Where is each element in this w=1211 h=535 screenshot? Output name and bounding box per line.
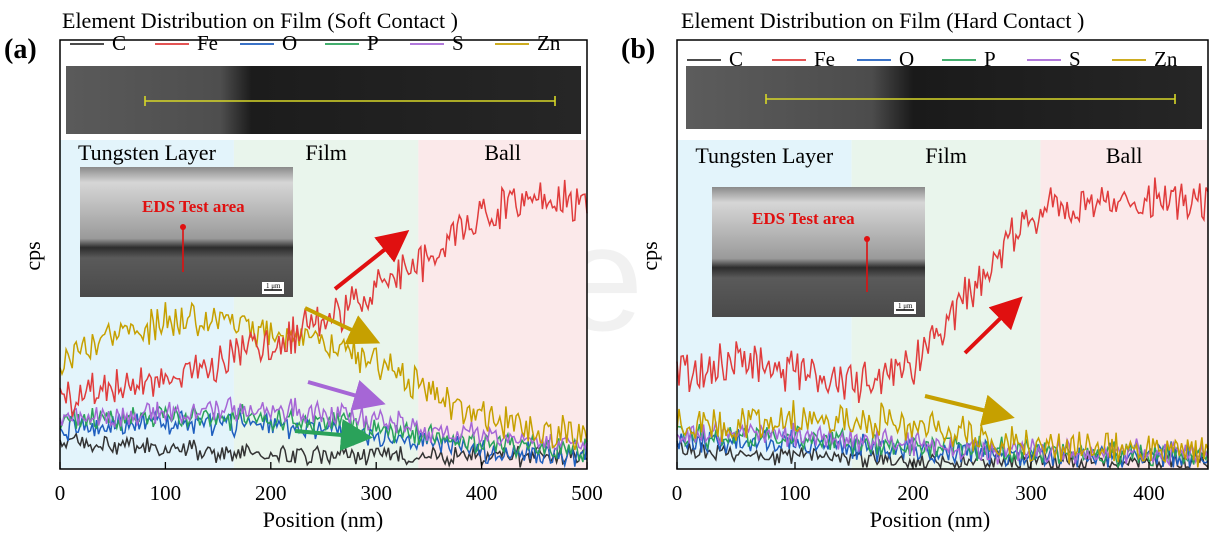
panel-b-legend-label-o: O xyxy=(899,47,914,71)
panel-b-tick-label-2: 200 xyxy=(897,481,929,505)
panel-b-inset-text: EDS Test area xyxy=(752,209,855,228)
panel-a-tick-label-1: 100 xyxy=(150,481,182,505)
panel-a-inset-text: EDS Test area xyxy=(142,197,245,216)
panel-b-legend-label-s: S xyxy=(1069,47,1081,71)
panel-b-series xyxy=(676,177,1209,471)
panel-b-region-label-0: Tungsten Layer xyxy=(695,143,834,168)
panel-b-x-ticks: 0 100 200 300 400 xyxy=(672,462,1165,505)
panel-a-series-s xyxy=(59,396,588,451)
panel-b-series-zn xyxy=(676,400,1209,468)
panel-b-xlabel: Position (nm) xyxy=(870,507,990,532)
panel-a-x-ticks: 0 100 200 300 400 500 xyxy=(55,462,603,505)
panel-b-legend-label-zn: Zn xyxy=(1154,47,1178,71)
panel-a-ylabel: cps xyxy=(20,241,45,270)
panel-b-series-c xyxy=(676,439,1209,471)
panel-b-series-fe xyxy=(676,177,1209,404)
panel-a-series-p xyxy=(59,403,588,463)
panel-b-frame xyxy=(676,39,1209,470)
panel-a-legend-label-c: C xyxy=(112,31,126,55)
panel-a-tick-label-3: 300 xyxy=(360,481,392,505)
panel-a-scale-box xyxy=(262,282,284,294)
panel-a-eds-point xyxy=(180,224,186,230)
panel-a-tick-label-4: 400 xyxy=(466,481,498,505)
panel-a-label: (a) xyxy=(4,34,37,65)
panel-b: Element Distribution on Film (Hard Conta… xyxy=(621,8,1209,532)
panel-b-scale-box xyxy=(894,302,916,314)
panel-b-eds-point xyxy=(864,236,870,242)
panel-b-tick-label-1: 100 xyxy=(779,481,811,505)
panel-a-series-c xyxy=(59,431,588,469)
panel-b-scale-text: 1 μm xyxy=(898,302,913,310)
panel-a-region-label-0: Tungsten Layer xyxy=(78,140,217,165)
panel-a-sem-strip xyxy=(66,66,581,134)
panel-b-legend-label-p: P xyxy=(984,47,996,71)
panel-a-title: Element Distribution on Film (Soft Conta… xyxy=(62,8,458,33)
panel-a-frame xyxy=(59,39,588,470)
panel-a-legend: C Fe O P S Zn xyxy=(70,31,561,55)
panel-a: Element Distribution on Film (Soft Conta… xyxy=(4,8,603,532)
panel-b-fe-arrow xyxy=(963,296,1023,355)
panel-b-tick-label-3: 300 xyxy=(1015,481,1047,505)
panel-b-region-2 xyxy=(1040,140,1208,469)
panel-a-sem-inset xyxy=(80,167,293,297)
panel-b-legend: C Fe O P S Zn xyxy=(687,47,1178,71)
panel-a-legend-label-p: P xyxy=(367,31,379,55)
panel-a-legend-label-fe: Fe xyxy=(197,31,218,55)
panel-a-p-arrow xyxy=(294,419,373,451)
panel-a-region-label-1: Film xyxy=(305,140,347,165)
panel-a-scale-text: 1 μm xyxy=(266,282,281,290)
panel-a-fe-arrow xyxy=(333,230,410,291)
panel-b-ylabel: cps xyxy=(637,241,662,270)
panel-a-zn-arrow xyxy=(304,306,381,345)
panel-a-series-zn xyxy=(59,301,588,451)
panel-a-tick-label-2: 200 xyxy=(255,481,287,505)
panel-b-zn-arrow xyxy=(924,394,1015,426)
panel-a-region-label-2: Ball xyxy=(484,140,521,165)
panel-b-tick-label-0: 0 xyxy=(672,481,683,505)
panel-b-sem-inset xyxy=(712,187,925,317)
panel-b-sem-strip xyxy=(686,66,1202,129)
panel-a-legend-label-s: S xyxy=(452,31,464,55)
panel-a-tick-label-5: 500 xyxy=(571,481,603,505)
panel-a-xlabel: Position (nm) xyxy=(263,507,383,532)
panel-a-tick-label-0: 0 xyxy=(55,481,66,505)
panel-b-tick-label-4: 400 xyxy=(1133,481,1165,505)
panel-a-legend-label-zn: Zn xyxy=(537,31,561,55)
panel-b-label: (b) xyxy=(621,34,655,65)
panel-a-s-arrow xyxy=(307,380,386,411)
panel-a-legend-label-o: O xyxy=(282,31,297,55)
panel-b-region-label-2: Ball xyxy=(1106,143,1143,168)
panel-b-region-label-1: Film xyxy=(925,143,967,168)
panel-b-title: Element Distribution on Film (Hard Conta… xyxy=(681,8,1084,33)
panel-b-legend-label-c: C xyxy=(729,47,743,71)
panel-b-legend-label-fe: Fe xyxy=(814,47,835,71)
